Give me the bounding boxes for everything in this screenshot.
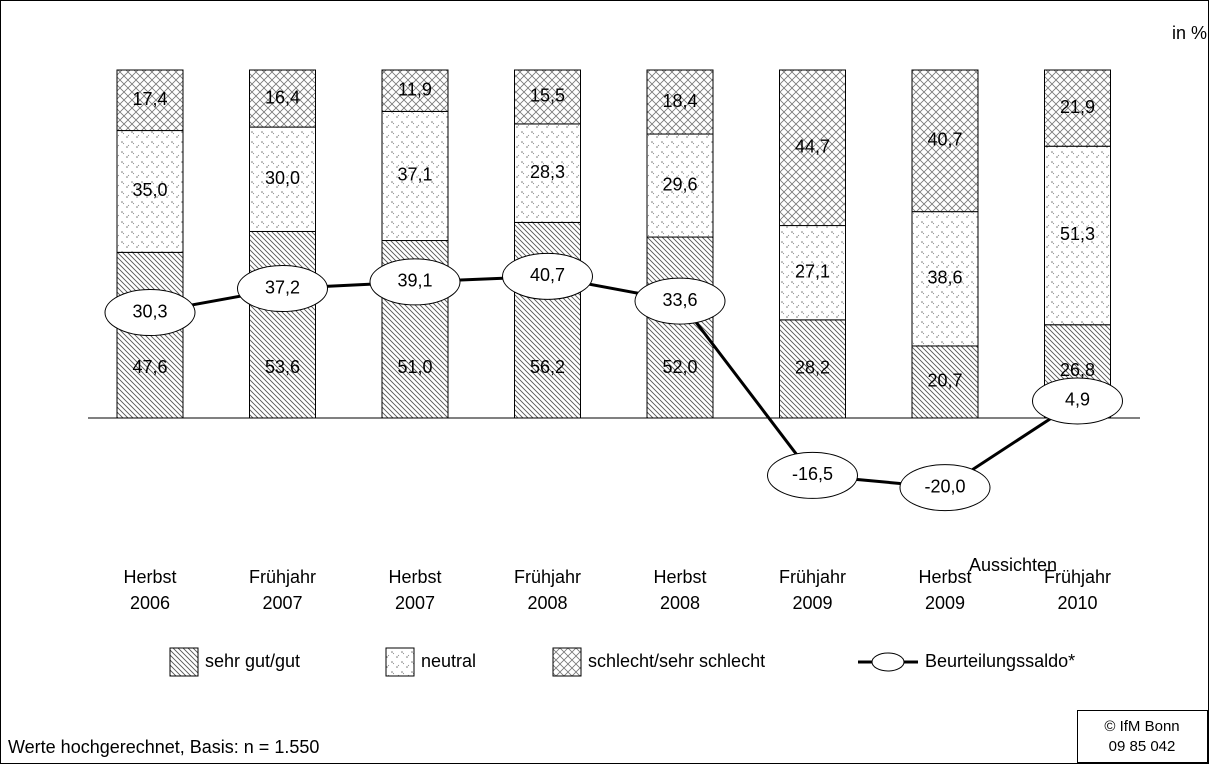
- data-label: 28,3: [530, 162, 565, 182]
- x-tick-label: 2008: [660, 593, 700, 613]
- data-label: 44,7: [795, 137, 830, 157]
- data-label: 30,3: [132, 301, 167, 321]
- source-box: [1077, 710, 1208, 763]
- data-label: 51,0: [397, 357, 432, 377]
- x-tick-label: 2007: [262, 593, 302, 613]
- source: © IfM Bonn: [1104, 718, 1179, 735]
- x-tick-label: 2009: [925, 593, 965, 613]
- x-tick-label: Frühjahr: [779, 567, 846, 587]
- data-label: 27,1: [795, 261, 830, 281]
- data-label: 11,9: [398, 79, 432, 99]
- bar-segment: [116, 130, 184, 253]
- bar-segment: [646, 236, 714, 419]
- saldo-point: [502, 252, 593, 300]
- footnote: Werte hochgerechnet, Basis: n = 1.550: [8, 737, 319, 757]
- legend-swatch: [552, 647, 582, 677]
- data-label: 35,0: [132, 180, 167, 200]
- x-tick-label: 2010: [1057, 593, 1097, 613]
- x-tick-label: Herbst: [918, 567, 971, 587]
- x-tick-label: 2009: [792, 593, 832, 613]
- bar-segment: [911, 345, 979, 419]
- data-label: -20,0: [924, 476, 965, 496]
- bar-segment: [249, 69, 316, 128]
- bar-segment: [911, 211, 979, 347]
- data-label: 30,0: [265, 168, 300, 188]
- x-tick-label: Frühjahr: [249, 567, 316, 587]
- data-label: -16,5: [792, 464, 833, 484]
- saldo-point: [237, 265, 328, 313]
- data-label: 39,1: [397, 271, 432, 291]
- data-label: 33,6: [662, 290, 697, 310]
- x-tick-label: Herbst: [388, 567, 441, 587]
- legend-label: schlecht/sehr schlecht: [588, 651, 765, 671]
- saldo-point: [104, 289, 196, 337]
- bar-segment: [646, 69, 714, 135]
- data-label: 20,7: [927, 371, 962, 391]
- bar-segment: [1044, 145, 1111, 326]
- bar-segment: [514, 221, 581, 419]
- bar-segment: [249, 126, 316, 232]
- bar-segment: [1044, 69, 1111, 147]
- bar-segment: [646, 133, 714, 238]
- data-label: 26,8: [1060, 360, 1095, 380]
- data-label: 37,1: [397, 165, 432, 185]
- data-label: 18,4: [662, 91, 697, 111]
- x-tick-label: Frühjahr: [1044, 567, 1111, 587]
- data-label: 53,6: [265, 357, 300, 377]
- x-tick-label: 2006: [130, 593, 170, 613]
- bar-segment: [779, 69, 846, 227]
- x-tick-label: 2008: [527, 593, 567, 613]
- saldo-point: [1032, 377, 1123, 425]
- data-label: 28,2: [795, 358, 830, 378]
- data-label: 17,4: [132, 89, 167, 109]
- data-label: 16,4: [265, 87, 300, 107]
- data-label: 56,2: [530, 357, 565, 377]
- annotation: Aussichten: [969, 555, 1057, 575]
- legend-marker: [871, 652, 905, 672]
- data-label: 47,6: [132, 357, 167, 377]
- x-tick-label: Herbst: [653, 567, 706, 587]
- source: 09 85 042: [1109, 738, 1176, 755]
- bar-segment: [249, 230, 316, 419]
- data-label: 40,7: [927, 130, 962, 150]
- x-tick-label: Herbst: [123, 567, 176, 587]
- x-tick-label: Frühjahr: [514, 567, 581, 587]
- data-label: 51,3: [1060, 224, 1095, 244]
- data-label: 4,9: [1065, 390, 1090, 410]
- bar-segment: [381, 69, 449, 112]
- saldo-point: [634, 277, 726, 325]
- legend-swatch: [385, 647, 415, 677]
- bar-segment: [381, 110, 449, 242]
- bar-segment: [116, 69, 184, 132]
- data-label: 15,5: [530, 86, 565, 106]
- data-label: 38,6: [927, 268, 962, 288]
- bar-segment: [779, 225, 846, 321]
- saldo-point: [369, 258, 461, 306]
- data-label: 52,0: [662, 357, 697, 377]
- data-label: 37,2: [265, 277, 300, 297]
- saldo-point: [767, 451, 858, 499]
- legend-swatch: [169, 647, 199, 677]
- bar-segment: [911, 69, 979, 213]
- data-label: 40,7: [530, 265, 565, 285]
- legend-label: sehr gut/gut: [205, 651, 300, 671]
- bar-segment: [779, 319, 846, 419]
- data-label: 29,6: [662, 174, 697, 194]
- x-tick-label: 2007: [395, 593, 435, 613]
- bar-segment: [514, 69, 581, 125]
- legend-label: Beurteilungssaldo*: [925, 651, 1075, 671]
- data-label: 21,9: [1060, 97, 1095, 117]
- unit-label: in %: [1172, 23, 1207, 43]
- legend-label: neutral: [421, 651, 476, 671]
- saldo-point: [899, 464, 991, 512]
